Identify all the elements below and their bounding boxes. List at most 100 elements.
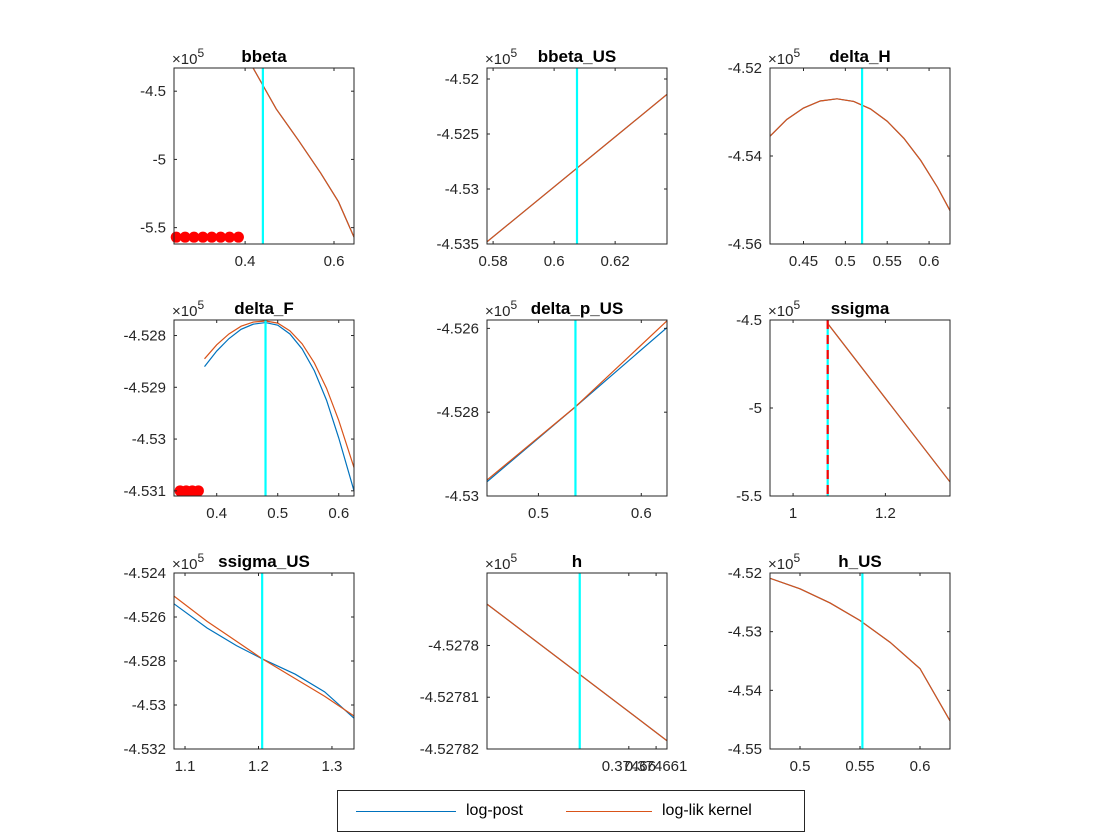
y-exponent-power: 5 [197,298,204,312]
y-exponent-label: ×105 [485,46,517,68]
series-line-log-lik-kernel [770,98,950,211]
y-exponent-label: ×105 [485,551,517,573]
x-tick-label: 0.6 [631,505,652,522]
y-exponent-label: ×105 [172,551,204,573]
x-tick-label: 1 [789,505,797,522]
x-tick-label: 0.58 [479,253,508,270]
y-tick-label: -4.525 [436,126,479,143]
plot-area-ssigma-US [174,573,354,749]
y-tick-label: -4.52 [728,60,762,77]
x-tick-label: 0.6 [328,505,349,522]
x-tick-label: 0.62 [601,253,630,270]
plot-area-h-US [770,573,950,749]
axes-box [173,572,355,750]
y-tick-label: -4.52781 [420,689,479,706]
x-tick-label: 0.5 [835,253,856,270]
y-tick-label: -4.526 [436,320,479,337]
y-tick-label: -4.528 [123,653,166,670]
x-tick-label: 0.5 [267,505,288,522]
x-tick-label: 0.37466 [602,758,656,775]
plot-area-delta-H [770,68,950,244]
boundary-marker [179,231,191,243]
plot-area-delta-p-US [487,320,667,496]
subplot-title: bbeta_US [538,47,616,66]
legend: log-post log-lik kernel [337,790,805,832]
legend-entry-log-post: log-post [356,791,523,831]
series-line-log-lik-kernel [487,320,667,481]
boundary-marker [232,231,244,243]
series-line-log-post [174,603,354,719]
y-exponent-label: ×105 [768,46,800,68]
subplot-delta-F: 0.4 0.5 0.6 -4.528 -4.529 -4.53 -4.531 ×105 delt… [123,298,355,522]
y-exponent-power: 5 [510,551,517,565]
plot-area-h [487,573,667,749]
series-line-log-post [770,98,950,211]
subplot-title: delta_p_US [531,299,624,318]
axes-box [769,319,951,497]
legend-label-log-post: log-post [466,802,523,819]
y-tick-label: -5 [749,400,762,417]
boundary-marker [206,231,218,243]
subplot-title: delta_F [234,299,294,318]
axes-box [486,319,668,497]
series-line-log-lik-kernel [827,323,950,483]
y-tick-label: -4.54 [728,148,762,165]
y-exponent-label: ×105 [485,298,517,320]
y-exponent-power: 5 [793,551,800,565]
x-tick-label: 1.3 [322,758,343,775]
legend-entry-log-lik-kernel: log-lik kernel [566,791,752,831]
plot-area-bbeta [252,68,354,244]
x-tick-label: 0.4 [235,253,256,270]
axes-box [486,67,668,245]
y-tick-label: -4.52 [728,565,762,582]
x-tick-label: 0.374661 [625,758,688,775]
y-tick-label: -4.53 [132,431,166,448]
series-line-log-lik-kernel [204,320,354,468]
y-tick-label: -4.529 [123,379,166,396]
y-tick-label: -4.53 [445,181,479,198]
x-tick-label: 1.2 [875,505,896,522]
y-tick-label: -4.524 [123,565,166,582]
y-tick-label: -4.528 [436,404,479,421]
y-tick-label: -5.5 [736,488,762,505]
subplot-delta-H: 0.45 0.5 0.55 0.6 -4.52 -4.54 -4.56 ×105 delta_H [728,46,951,270]
y-tick-label: -5.5 [140,220,166,237]
y-tick-label: -4.528 [123,328,166,345]
subplot-title: ssigma_US [218,552,310,571]
x-tick-label: 0.55 [845,758,874,775]
x-tick-label: 0.6 [544,253,565,270]
plot-area-delta-F [204,320,354,496]
series-line-log-post [252,68,354,238]
subplot-bbeta: 0.4 0.6 -4.5 -5 -5.5 ×105 bbeta [140,46,355,270]
y-exponent-power: 5 [197,46,204,60]
y-tick-label: -4.52 [445,71,479,88]
plot-area-ssigma [826,320,950,496]
y-tick-label: -4.53 [132,697,166,714]
subplot-title: bbeta [241,47,287,66]
boundary-marker [197,231,209,243]
y-exponent-power: 5 [510,46,517,60]
boundary-marker [224,231,236,243]
y-exponent-power: 5 [510,298,517,312]
y-tick-label: -4.56 [728,236,762,253]
y-tick-label: -4.5 [140,83,166,100]
y-exponent-label: ×105 [172,46,204,68]
series-line-log-post [770,577,950,722]
y-tick-label: -4.55 [728,741,762,758]
x-tick-label: 0.6 [919,253,940,270]
series-line-log-lik-kernel [174,595,354,717]
x-tick-label: 1.2 [248,758,269,775]
subplot-delta-p-US: 0.5 0.6 -4.526 -4.528 -4.53 ×105 delta_p_US [436,298,668,522]
y-exponent-label: ×105 [768,298,800,320]
axes-box [486,572,668,750]
y-tick-label: -4.53 [728,624,762,641]
axes-box [173,319,355,497]
y-exponent-power: 5 [793,46,800,60]
axes-box [769,67,951,245]
y-tick-label: -4.52782 [420,741,479,758]
y-exponent-label: ×105 [172,298,204,320]
x-tick-label: 0.5 [528,505,549,522]
x-tick-label: 0.5 [790,758,811,775]
series-line-log-lik-kernel [487,603,667,742]
y-tick-label: -4.53 [445,488,479,505]
